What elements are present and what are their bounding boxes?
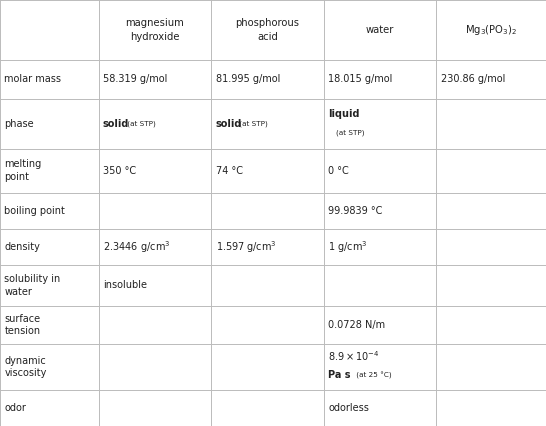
Text: Mg$_3$(PO$_3$)$_2$: Mg$_3$(PO$_3$)$_2$ xyxy=(465,23,517,37)
Text: liquid: liquid xyxy=(328,109,360,119)
Text: 74 °C: 74 °C xyxy=(216,166,242,176)
Text: density: density xyxy=(4,242,40,252)
Text: 18.015 g/mol: 18.015 g/mol xyxy=(328,75,393,84)
Text: (at STP): (at STP) xyxy=(125,121,156,127)
Text: odorless: odorless xyxy=(328,403,369,413)
Text: 0 °C: 0 °C xyxy=(328,166,349,176)
Text: 0.0728 N/m: 0.0728 N/m xyxy=(328,320,385,330)
Text: insoluble: insoluble xyxy=(103,280,147,290)
Text: molar mass: molar mass xyxy=(4,75,61,84)
Text: (at STP): (at STP) xyxy=(336,130,365,136)
Text: 230.86 g/mol: 230.86 g/mol xyxy=(441,75,505,84)
Text: 81.995 g/mol: 81.995 g/mol xyxy=(216,75,280,84)
Text: (at 25 °C): (at 25 °C) xyxy=(354,371,392,379)
Text: phase: phase xyxy=(4,119,34,129)
Text: 99.9839 °C: 99.9839 °C xyxy=(328,206,383,216)
Text: (at STP): (at STP) xyxy=(238,121,268,127)
Text: 350 °C: 350 °C xyxy=(103,166,136,176)
Text: Pa s: Pa s xyxy=(328,370,351,380)
Text: dynamic
viscosity: dynamic viscosity xyxy=(4,356,47,378)
Text: boiling point: boiling point xyxy=(4,206,65,216)
Text: solid: solid xyxy=(103,119,129,129)
Text: phosphorous
acid: phosphorous acid xyxy=(235,18,300,42)
Text: surface
tension: surface tension xyxy=(4,314,40,336)
Text: water: water xyxy=(366,25,394,35)
Text: odor: odor xyxy=(4,403,26,413)
Text: $8.9\times10^{-4}$: $8.9\times10^{-4}$ xyxy=(328,349,380,363)
Text: solid: solid xyxy=(216,119,242,129)
Text: 1 g/cm$^3$: 1 g/cm$^3$ xyxy=(328,239,367,255)
Text: magnesium
hydroxide: magnesium hydroxide xyxy=(126,18,185,42)
Text: 1.597 g/cm$^3$: 1.597 g/cm$^3$ xyxy=(216,239,276,255)
Text: melting
point: melting point xyxy=(4,159,41,182)
Text: 58.319 g/mol: 58.319 g/mol xyxy=(103,75,168,84)
Text: 2.3446 g/cm$^3$: 2.3446 g/cm$^3$ xyxy=(103,239,170,255)
Text: solubility in
water: solubility in water xyxy=(4,274,61,296)
